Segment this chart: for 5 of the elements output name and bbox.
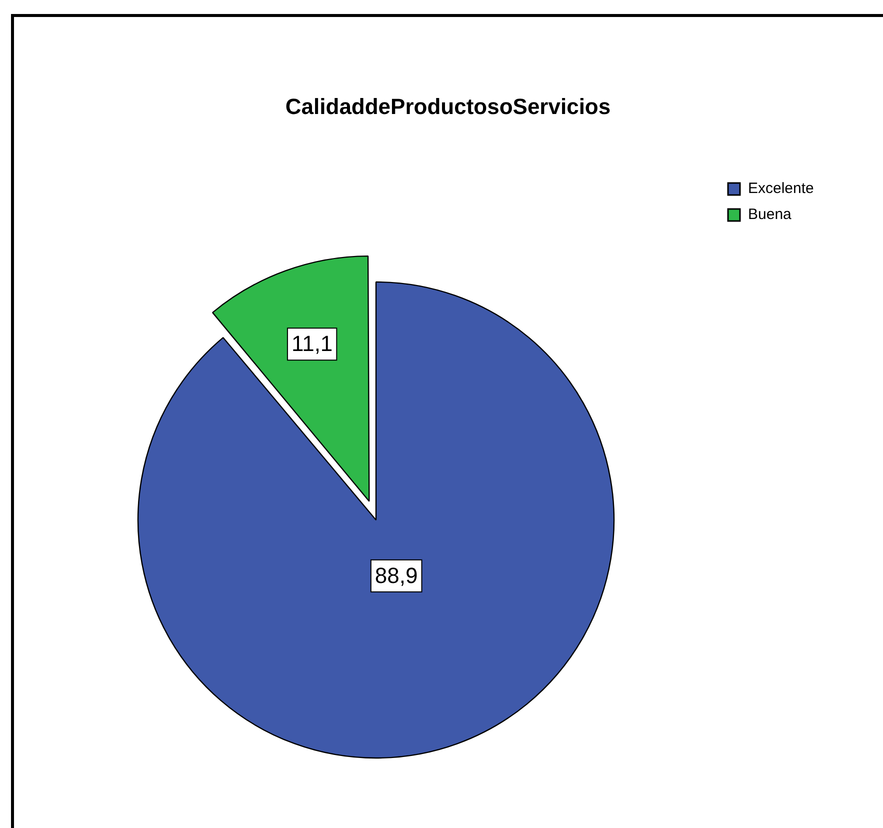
data-label: 11,1 bbox=[291, 331, 333, 356]
legend-label: Buena bbox=[748, 206, 792, 224]
legend-label: Excelente bbox=[748, 180, 814, 198]
chart-title: CalidaddeProductosoServicios bbox=[285, 94, 611, 120]
data-label: 88,9 bbox=[374, 562, 418, 588]
